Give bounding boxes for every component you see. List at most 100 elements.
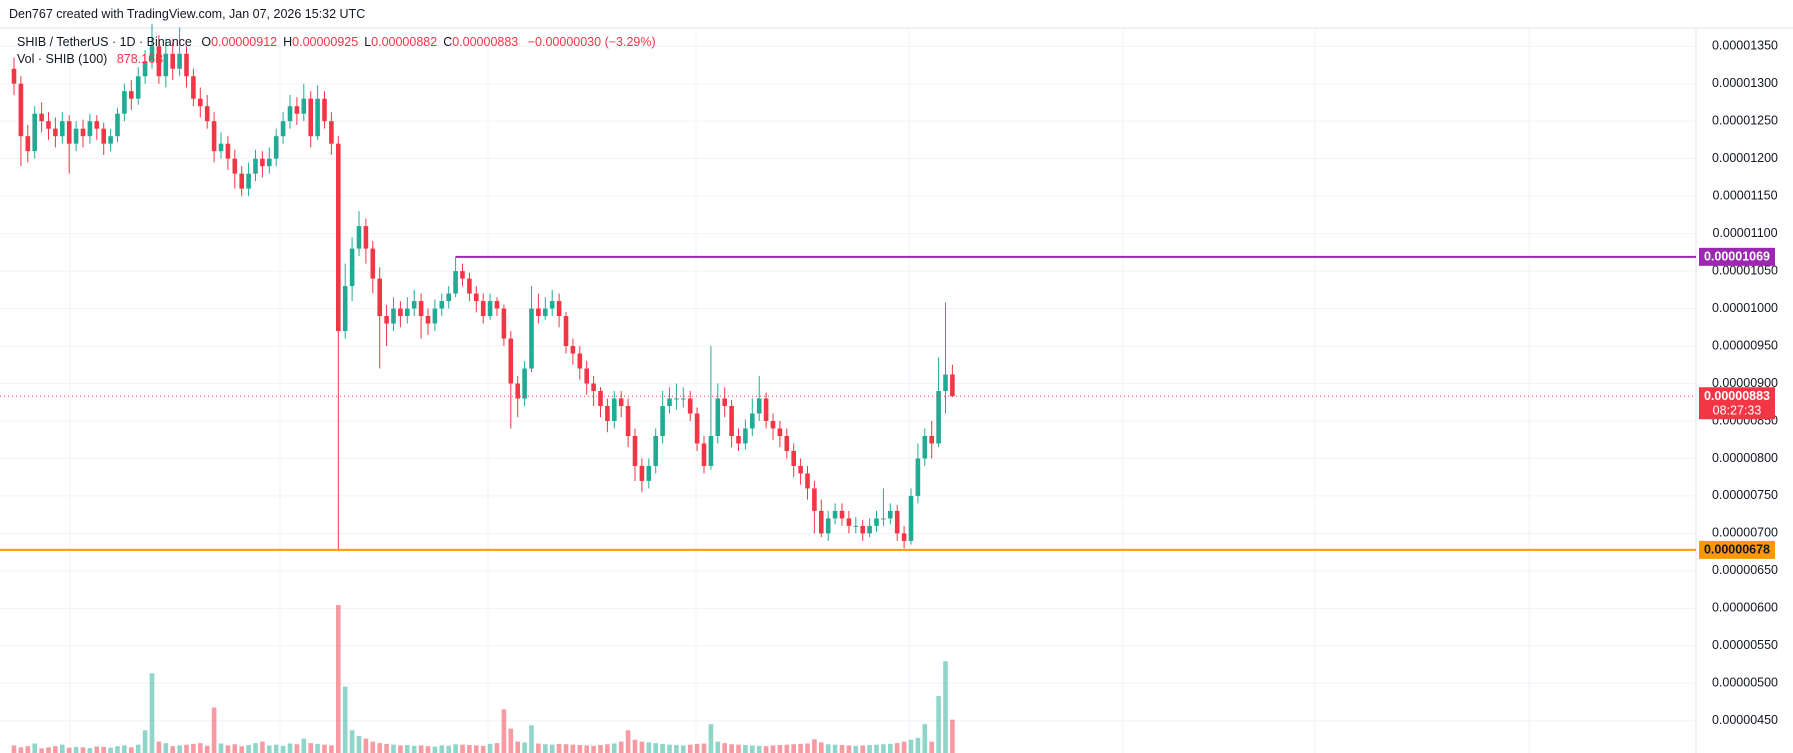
volume-bar <box>211 707 217 753</box>
volume-bar <box>122 745 127 753</box>
candle-body <box>101 128 106 144</box>
volume-bars <box>11 605 955 753</box>
candle-body <box>681 398 686 400</box>
volume-bar <box>156 741 162 753</box>
candle-body <box>122 91 127 114</box>
candle-body <box>356 226 362 249</box>
candle-body <box>674 398 679 400</box>
candle-body <box>294 106 300 114</box>
candle-body <box>612 398 617 421</box>
candle-body <box>639 465 645 481</box>
volume-bar <box>549 744 555 753</box>
price-label-box <box>1699 247 1775 266</box>
volume-bar <box>342 686 348 753</box>
ohlc-value: 0.00000883 <box>452 35 519 49</box>
candle-body <box>273 136 279 159</box>
candle-body <box>453 271 458 294</box>
candle-body <box>881 518 886 520</box>
volume-name: Vol · SHIB (100) <box>17 52 108 66</box>
candle-body <box>784 435 790 451</box>
volume-bar <box>232 744 238 753</box>
candle-body <box>87 121 93 137</box>
volume-bar <box>701 743 707 753</box>
volume-bar <box>750 745 755 753</box>
candle-body <box>60 121 65 137</box>
candle-body <box>853 525 859 527</box>
volume-bar <box>660 743 665 753</box>
price-label-box <box>1699 540 1775 559</box>
candle-body <box>729 405 734 436</box>
candle-body <box>411 301 417 309</box>
candle-body <box>591 383 596 391</box>
volume-bar <box>943 661 948 753</box>
candle-body <box>25 136 31 152</box>
volume-bar <box>377 743 382 753</box>
candle-body <box>301 98 307 114</box>
candle-body <box>915 458 921 496</box>
volume-bar <box>87 748 93 753</box>
candle-body <box>501 308 507 339</box>
candle-body <box>839 510 845 519</box>
candle-body <box>253 158 258 174</box>
candle-body <box>198 98 203 107</box>
volume-bar <box>315 743 320 753</box>
candle-body <box>736 435 741 444</box>
volume-bar <box>239 746 244 753</box>
volume-bar <box>729 744 734 753</box>
candle-body <box>11 68 17 84</box>
candle-body <box>536 308 541 317</box>
volume-bar <box>936 696 941 753</box>
candle-body <box>191 76 196 99</box>
volume-bar <box>922 724 928 753</box>
volume-bar <box>812 739 817 753</box>
volume-bar <box>791 744 796 753</box>
volume-bar <box>108 747 113 753</box>
volume-bar <box>687 744 693 753</box>
candle-body <box>377 278 382 317</box>
candle-body <box>943 374 948 391</box>
volume-bar <box>405 745 410 753</box>
volume-bar <box>356 735 362 753</box>
volume-bar <box>653 743 658 753</box>
y-tick-label: 0.00001300 <box>1712 76 1778 90</box>
candle-body <box>832 510 838 519</box>
candle-body <box>605 405 610 421</box>
y-tick-label: 0.00001000 <box>1712 301 1778 315</box>
candle-body <box>460 271 465 279</box>
volume-bar <box>294 744 300 753</box>
ohlc-key: H <box>283 35 293 49</box>
volume-bar <box>129 747 134 753</box>
candle-body <box>129 91 134 99</box>
volume-bar <box>32 743 37 753</box>
volume-bar <box>667 744 672 753</box>
candle-body <box>322 98 327 122</box>
price-label: 0.00001069 <box>1704 250 1770 264</box>
candle-body <box>384 316 389 324</box>
candle-body <box>715 398 721 436</box>
volume-bar <box>191 743 196 753</box>
volume-bar <box>94 746 100 753</box>
volume-bar <box>832 744 838 753</box>
candle-body <box>556 301 562 317</box>
candle-body <box>425 316 431 324</box>
ohlc-value: 0.00000925 <box>292 35 359 49</box>
candle-body <box>694 413 700 444</box>
volume-bar <box>901 741 907 753</box>
volume-bar <box>736 744 741 753</box>
volume-bar <box>612 743 617 753</box>
candle-body <box>632 435 638 466</box>
candle-body <box>901 533 907 541</box>
candle-body <box>660 405 665 436</box>
candle-body <box>888 510 893 519</box>
candle-body <box>474 293 479 302</box>
volume-bar <box>763 746 769 753</box>
candle-body <box>418 301 424 317</box>
volume-bar <box>177 745 182 753</box>
volume-bar <box>287 743 293 753</box>
candle-body <box>163 53 169 77</box>
volume-bar <box>446 745 451 753</box>
volume-bar <box>170 746 175 753</box>
ohlc-key: O <box>201 35 212 49</box>
volume-bar <box>881 744 886 753</box>
volume-bar <box>487 743 493 753</box>
